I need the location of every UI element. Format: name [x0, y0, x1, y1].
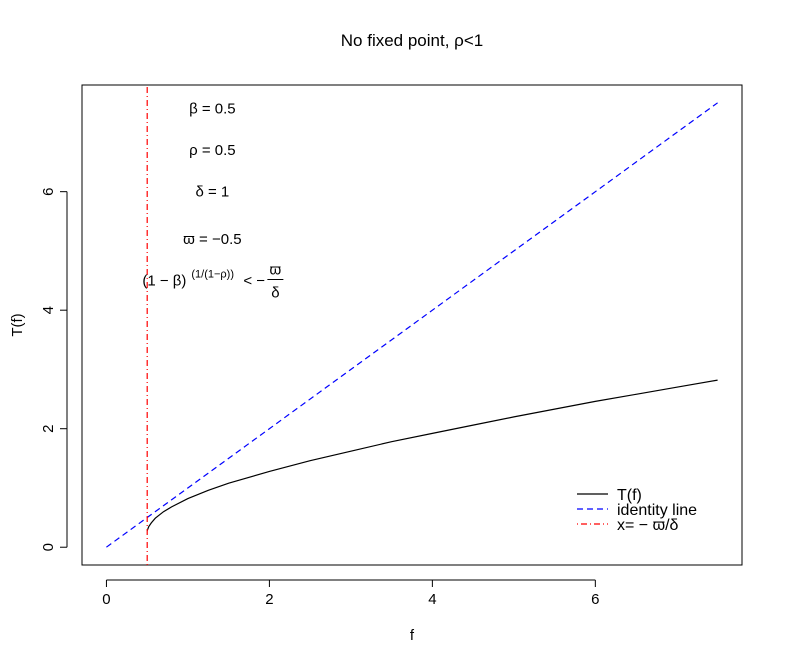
y-tick-label: 0: [40, 543, 57, 551]
parameter-annotation: δ = 1: [195, 184, 229, 201]
y-axis-label: T(f): [9, 313, 26, 336]
parameter-annotation: ϖ = −0.5: [183, 231, 241, 248]
legend-label-2: x= − ϖ/δ: [617, 517, 679, 534]
y-axis: 0 2 4 6: [40, 187, 68, 551]
legend-label-0: T(f): [617, 487, 642, 504]
x-tick-label: 6: [591, 591, 599, 608]
series-line-0: [146, 379, 718, 531]
annotation-layer: β = 0.5 ρ = 0.5 δ = 1 ϖ = −0.5: [183, 101, 241, 248]
x-axis: 0 2 4 6: [102, 579, 600, 608]
formula-relation: < −: [243, 273, 265, 290]
chart-title: No fixed point, ρ<1: [341, 31, 483, 50]
legend-label-1: identity line: [617, 502, 697, 519]
series-layer: [106, 85, 718, 565]
formula-exponent: (1/(1−ρ)): [191, 269, 234, 281]
parameter-annotation: β = 0.5: [189, 101, 236, 118]
x-tick-label: 0: [102, 591, 110, 608]
x-tick-label: 2: [265, 591, 273, 608]
x-axis-label: f: [410, 627, 415, 644]
formula-numerator: ϖ: [270, 262, 282, 279]
x-tick-label: 4: [428, 591, 436, 608]
formula-base: (1 − β): [142, 273, 186, 290]
y-tick-label: 2: [40, 425, 57, 433]
y-tick-label: 4: [40, 306, 57, 314]
parameter-annotation: ρ = 0.5: [189, 142, 235, 159]
y-tick-label: 6: [40, 187, 57, 195]
formula-denominator: δ: [271, 285, 279, 302]
plot-frame: [81, 84, 743, 566]
formula-annotation: (1 − β) (1/(1−ρ)) < − ϖ δ: [142, 262, 284, 302]
series-line-1: [106, 102, 718, 548]
